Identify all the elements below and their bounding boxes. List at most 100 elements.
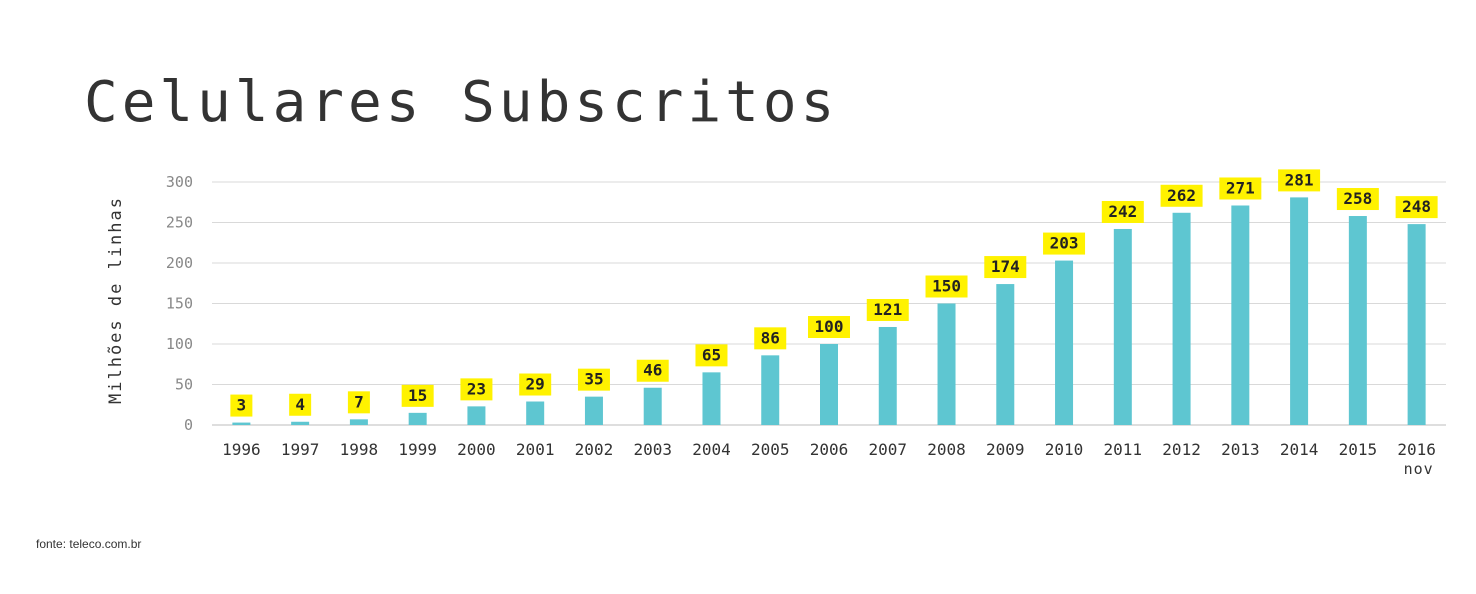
data-label-box: [925, 275, 968, 298]
y-tick-label: 300: [166, 173, 193, 191]
bar: [1407, 224, 1426, 425]
data-label: 46: [643, 361, 662, 380]
data-label: 242: [1108, 202, 1137, 221]
y-axis-ticks: 0 50 100 150 200 250 300: [166, 173, 193, 434]
x-tick-label: 1997: [281, 440, 320, 459]
data-label-box: [519, 373, 552, 396]
data-label-box: [230, 394, 253, 417]
bar: [820, 344, 838, 425]
x-tick-label: 2004: [692, 440, 731, 459]
data-label: 3: [237, 396, 247, 415]
data-labels: 3 4 7 15 23 29 35 46 65 86 100 121 150 174 203 242 262 27…: [230, 169, 1438, 417]
data-label: 121: [873, 300, 902, 319]
data-label-box: [577, 368, 610, 391]
bar: [761, 355, 780, 425]
chart-title: Celulares Subscritos: [84, 70, 839, 135]
data-label: 248: [1402, 197, 1431, 216]
source-note: fonte: teleco.com.br: [36, 537, 142, 551]
bar: [878, 326, 897, 425]
x-tick-label: 2001: [516, 440, 555, 459]
data-label: 7: [354, 392, 364, 411]
x-axis-ticks: 1996 1997 1998 1999 2000 2001 2002 2003 2004 2005…: [222, 440, 1436, 478]
y-tick-label: 100: [166, 335, 193, 353]
data-label: 262: [1167, 186, 1196, 205]
x-tick-label: 1996: [222, 440, 261, 459]
bars: [232, 197, 1426, 425]
bar: [937, 303, 956, 425]
x-tick-label: 2013: [1221, 440, 1260, 459]
data-label-box: [460, 378, 493, 401]
y-tick-label: 50: [175, 376, 193, 394]
bar: [643, 387, 662, 425]
bar: [1172, 212, 1191, 425]
x-tick-label: 2010: [1045, 440, 1084, 459]
data-label: 271: [1226, 178, 1255, 197]
data-label: 174: [991, 257, 1020, 276]
data-label-box: [289, 393, 312, 416]
x-tick-label: 2008: [927, 440, 966, 459]
y-tick-label: 250: [166, 214, 193, 232]
data-label: 65: [702, 345, 721, 364]
data-label-box: [1160, 184, 1203, 207]
x-tick-label: 2003: [633, 440, 672, 459]
bar: [232, 422, 251, 425]
data-label-box: [984, 256, 1027, 279]
bar: [1348, 216, 1367, 425]
data-label-box: [1101, 200, 1144, 223]
y-axis-label: Milhões de linhas: [106, 196, 126, 404]
data-label: 15: [408, 386, 427, 405]
data-label-box: [1395, 196, 1438, 219]
x-tick-label: 2011: [1104, 440, 1143, 459]
bar: [349, 419, 368, 425]
data-label: 203: [1050, 234, 1079, 253]
data-label-box: [1043, 232, 1086, 255]
data-label: 86: [761, 328, 780, 347]
x-tick-label: 2002: [575, 440, 614, 459]
x-tick-label: 2000: [457, 440, 496, 459]
bar: [584, 396, 603, 425]
bar: [467, 406, 486, 425]
data-label: 35: [584, 370, 603, 389]
x-tick-label: 1999: [398, 440, 437, 459]
data-label-box: [808, 316, 850, 338]
data-label-box: [636, 359, 669, 382]
bar: [996, 284, 1015, 425]
x-tick-label: 1998: [340, 440, 379, 459]
bar: [1231, 205, 1250, 425]
data-label: 29: [526, 375, 545, 394]
y-tick-label: 200: [166, 254, 193, 272]
bar: [1290, 197, 1309, 425]
data-label: 23: [467, 379, 486, 398]
x-tick-note: nov: [1404, 460, 1434, 478]
data-label: 281: [1285, 170, 1314, 189]
x-tick-label: 2012: [1162, 440, 1201, 459]
x-tick-label: 2005: [751, 440, 790, 459]
bar: [408, 412, 427, 425]
data-label-box: [1278, 169, 1321, 192]
y-tick-label: 0: [184, 416, 193, 434]
bar: [526, 401, 545, 425]
x-tick-label: 2014: [1280, 440, 1319, 459]
y-tick-label: 150: [166, 295, 193, 313]
data-label-box: [347, 391, 370, 414]
bar: [291, 421, 310, 425]
x-tick-label: 2006: [810, 440, 849, 459]
x-tick-label: 2015: [1339, 440, 1378, 459]
x-tick-label: 2009: [986, 440, 1025, 459]
data-label-box: [695, 344, 728, 367]
data-label: 4: [295, 395, 305, 414]
x-tick-label: 2007: [868, 440, 907, 459]
data-label-box: [1336, 188, 1379, 211]
data-label: 258: [1343, 189, 1372, 208]
x-tick-label: 2016: [1397, 440, 1436, 459]
data-label-box: [754, 327, 787, 350]
bar: [702, 372, 721, 425]
data-label: 100: [815, 317, 844, 336]
bar: [1113, 228, 1132, 425]
bar: [1055, 260, 1074, 425]
data-label-box: [401, 384, 434, 407]
data-label-box: [866, 298, 909, 321]
data-label: 150: [932, 277, 961, 296]
data-label-box: [1219, 177, 1262, 200]
